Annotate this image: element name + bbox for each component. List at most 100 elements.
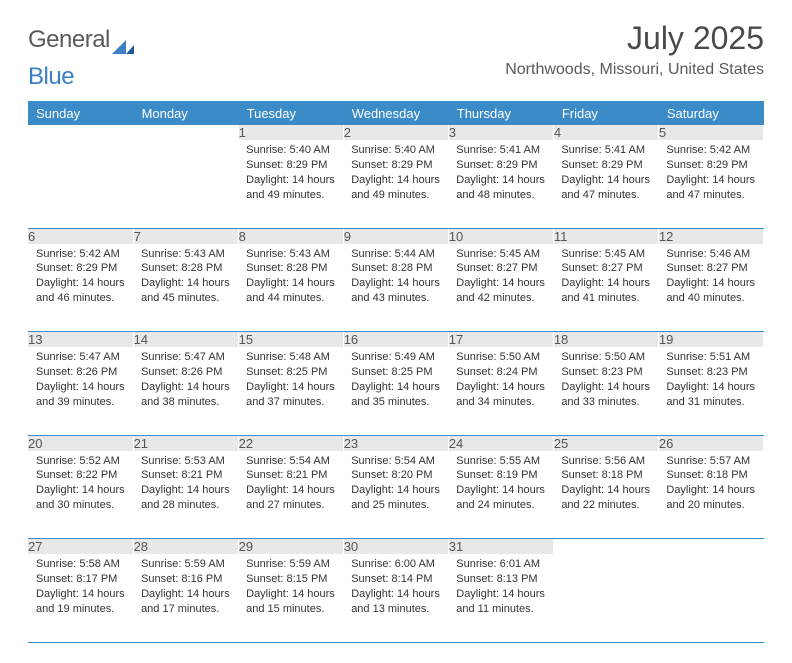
sunset-text: Sunset: 8:21 PM xyxy=(141,468,230,483)
day-cell: Sunrise: 5:44 AMSunset: 8:28 PMDaylight:… xyxy=(343,244,448,332)
day-number: 16 xyxy=(343,332,448,348)
day-number: 31 xyxy=(448,539,553,555)
daylight-text: Daylight: 14 hours and 34 minutes. xyxy=(456,380,545,410)
day-number xyxy=(553,539,658,555)
daylight-text: Daylight: 14 hours and 31 minutes. xyxy=(666,380,755,410)
day-cell: Sunrise: 5:41 AMSunset: 8:29 PMDaylight:… xyxy=(553,140,658,228)
day-cell xyxy=(553,554,658,642)
sunrise-text: Sunrise: 6:00 AM xyxy=(351,557,440,572)
week-row: Sunrise: 5:47 AMSunset: 8:26 PMDaylight:… xyxy=(28,347,764,435)
daylight-text: Daylight: 14 hours and 27 minutes. xyxy=(246,483,335,513)
sunset-text: Sunset: 8:18 PM xyxy=(561,468,650,483)
day-cell: Sunrise: 5:40 AMSunset: 8:29 PMDaylight:… xyxy=(238,140,343,228)
day-number: 17 xyxy=(448,332,553,348)
day-number: 29 xyxy=(238,539,343,555)
day-cell xyxy=(28,140,133,228)
sunset-text: Sunset: 8:27 PM xyxy=(456,261,545,276)
month-title: July 2025 xyxy=(505,20,764,57)
sunset-text: Sunset: 8:29 PM xyxy=(561,158,650,173)
sunrise-text: Sunrise: 5:58 AM xyxy=(36,557,125,572)
sunset-text: Sunset: 8:28 PM xyxy=(141,261,230,276)
sunset-text: Sunset: 8:29 PM xyxy=(351,158,440,173)
day-number: 11 xyxy=(553,228,658,244)
daylight-text: Daylight: 14 hours and 42 minutes. xyxy=(456,276,545,306)
day-number: 15 xyxy=(238,332,343,348)
week-row: Sunrise: 5:40 AMSunset: 8:29 PMDaylight:… xyxy=(28,140,764,228)
logo-text-general: General xyxy=(28,26,110,54)
weekday-header: Monday xyxy=(133,102,238,126)
day-cell: Sunrise: 5:42 AMSunset: 8:29 PMDaylight:… xyxy=(658,140,763,228)
daynum-row: 12345 xyxy=(28,125,764,140)
sunset-text: Sunset: 8:29 PM xyxy=(456,158,545,173)
daylight-text: Daylight: 14 hours and 43 minutes. xyxy=(351,276,440,306)
day-number: 19 xyxy=(658,332,763,348)
day-cell: Sunrise: 5:43 AMSunset: 8:28 PMDaylight:… xyxy=(238,244,343,332)
sunset-text: Sunset: 8:24 PM xyxy=(456,365,545,380)
sunset-text: Sunset: 8:20 PM xyxy=(351,468,440,483)
sunrise-text: Sunrise: 5:50 AM xyxy=(456,350,545,365)
day-number: 20 xyxy=(28,435,133,451)
day-number: 30 xyxy=(343,539,448,555)
day-cell: Sunrise: 5:59 AMSunset: 8:16 PMDaylight:… xyxy=(133,554,238,642)
logo: General xyxy=(28,26,134,54)
daynum-row: 20212223242526 xyxy=(28,435,764,451)
day-cell xyxy=(133,140,238,228)
sunrise-text: Sunrise: 5:57 AM xyxy=(666,454,755,469)
day-cell: Sunrise: 5:45 AMSunset: 8:27 PMDaylight:… xyxy=(448,244,553,332)
sunrise-text: Sunrise: 5:43 AM xyxy=(246,247,335,262)
sunset-text: Sunset: 8:23 PM xyxy=(561,365,650,380)
day-cell: Sunrise: 6:00 AMSunset: 8:14 PMDaylight:… xyxy=(343,554,448,642)
sunset-text: Sunset: 8:16 PM xyxy=(141,572,230,587)
day-cell: Sunrise: 5:50 AMSunset: 8:23 PMDaylight:… xyxy=(553,347,658,435)
day-number: 12 xyxy=(658,228,763,244)
day-number: 14 xyxy=(133,332,238,348)
sunset-text: Sunset: 8:14 PM xyxy=(351,572,440,587)
daylight-text: Daylight: 14 hours and 24 minutes. xyxy=(456,483,545,513)
day-number: 4 xyxy=(553,125,658,140)
sunrise-text: Sunrise: 5:53 AM xyxy=(141,454,230,469)
sunrise-text: Sunrise: 5:45 AM xyxy=(561,247,650,262)
day-number: 8 xyxy=(238,228,343,244)
sunset-text: Sunset: 8:17 PM xyxy=(36,572,125,587)
day-cell: Sunrise: 5:55 AMSunset: 8:19 PMDaylight:… xyxy=(448,451,553,539)
day-number: 23 xyxy=(343,435,448,451)
day-number: 25 xyxy=(553,435,658,451)
day-cell: Sunrise: 5:52 AMSunset: 8:22 PMDaylight:… xyxy=(28,451,133,539)
daylight-text: Daylight: 14 hours and 49 minutes. xyxy=(246,173,335,203)
sunrise-text: Sunrise: 5:42 AM xyxy=(666,143,755,158)
daylight-text: Daylight: 14 hours and 20 minutes. xyxy=(666,483,755,513)
sunrise-text: Sunrise: 5:43 AM xyxy=(141,247,230,262)
day-number: 26 xyxy=(658,435,763,451)
weekday-header: Tuesday xyxy=(238,102,343,126)
day-number: 7 xyxy=(133,228,238,244)
day-cell: Sunrise: 5:56 AMSunset: 8:18 PMDaylight:… xyxy=(553,451,658,539)
daylight-text: Daylight: 14 hours and 44 minutes. xyxy=(246,276,335,306)
sunset-text: Sunset: 8:28 PM xyxy=(351,261,440,276)
sunrise-text: Sunrise: 5:54 AM xyxy=(246,454,335,469)
sunset-text: Sunset: 8:13 PM xyxy=(456,572,545,587)
week-row: Sunrise: 5:58 AMSunset: 8:17 PMDaylight:… xyxy=(28,554,764,642)
sunset-text: Sunset: 8:29 PM xyxy=(36,261,125,276)
sunrise-text: Sunrise: 5:59 AM xyxy=(141,557,230,572)
daylight-text: Daylight: 14 hours and 37 minutes. xyxy=(246,380,335,410)
day-number: 22 xyxy=(238,435,343,451)
day-cell: Sunrise: 6:01 AMSunset: 8:13 PMDaylight:… xyxy=(448,554,553,642)
day-number: 28 xyxy=(133,539,238,555)
daynum-row: 2728293031 xyxy=(28,539,764,555)
sunset-text: Sunset: 8:26 PM xyxy=(36,365,125,380)
sunset-text: Sunset: 8:19 PM xyxy=(456,468,545,483)
daylight-text: Daylight: 14 hours and 35 minutes. xyxy=(351,380,440,410)
day-number: 1 xyxy=(238,125,343,140)
daylight-text: Daylight: 14 hours and 38 minutes. xyxy=(141,380,230,410)
sunset-text: Sunset: 8:25 PM xyxy=(246,365,335,380)
week-row: Sunrise: 5:42 AMSunset: 8:29 PMDaylight:… xyxy=(28,244,764,332)
day-number: 2 xyxy=(343,125,448,140)
sunrise-text: Sunrise: 5:52 AM xyxy=(36,454,125,469)
daynum-row: 13141516171819 xyxy=(28,332,764,348)
sunrise-text: Sunrise: 5:56 AM xyxy=(561,454,650,469)
daylight-text: Daylight: 14 hours and 49 minutes. xyxy=(351,173,440,203)
day-number: 18 xyxy=(553,332,658,348)
day-number xyxy=(28,125,133,140)
sunrise-text: Sunrise: 5:59 AM xyxy=(246,557,335,572)
daylight-text: Daylight: 14 hours and 45 minutes. xyxy=(141,276,230,306)
